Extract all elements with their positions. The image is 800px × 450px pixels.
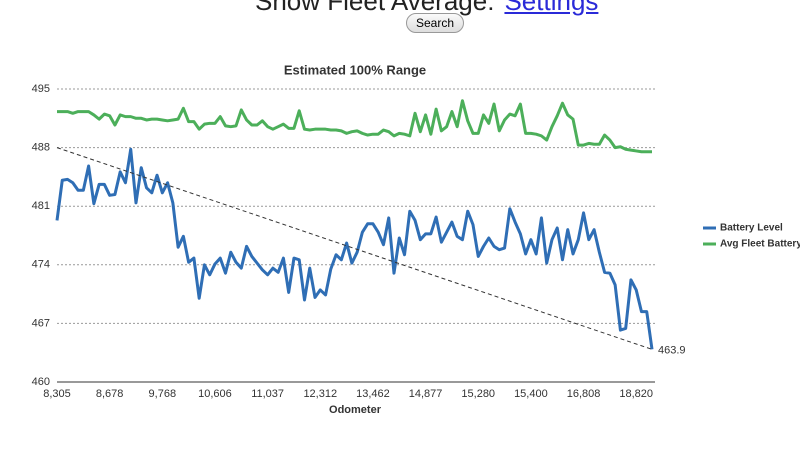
x-tick-label: 14,877 (409, 388, 443, 400)
heading-text: Show Fleet Average: (255, 0, 495, 16)
heading: Show Fleet Average: Settings (255, 0, 598, 17)
x-axis-title: Odometer (329, 404, 382, 416)
x-tick-label: 15,280 (461, 388, 495, 400)
trend-line (56, 147, 653, 350)
chart-title: Estimated 100% Range (284, 62, 426, 77)
legend-label: Avg Fleet Battery (720, 239, 800, 250)
x-tick-label: 9,768 (149, 388, 177, 400)
x-tick-label: 10,606 (198, 388, 232, 400)
y-tick-label: 474 (32, 259, 50, 271)
x-tick-label: 12,312 (303, 388, 337, 400)
y-tick-label: 460 (32, 376, 50, 388)
y-tick-label: 495 (32, 83, 50, 95)
x-tick-label: 8,678 (96, 388, 124, 400)
trend-label: 463.9 (658, 344, 686, 356)
settings-link[interactable]: Settings (504, 0, 599, 16)
x-tick-label: 18,820 (619, 388, 653, 400)
x-tick-label: 16,808 (567, 388, 601, 400)
y-tick-label: 481 (32, 200, 50, 212)
series-line (55, 147, 654, 350)
x-tick-label: 11,037 (251, 388, 284, 400)
y-tick-label: 467 (32, 317, 50, 329)
x-tick-label: 15,400 (514, 388, 548, 400)
search-button[interactable]: Search (406, 13, 464, 33)
y-tick-label: 488 (32, 142, 50, 154)
series-line (57, 99, 652, 154)
x-tick-label: 13,462 (356, 388, 390, 400)
x-tick-label: 8,305 (43, 388, 71, 400)
legend-label: Battery Level (720, 223, 783, 234)
